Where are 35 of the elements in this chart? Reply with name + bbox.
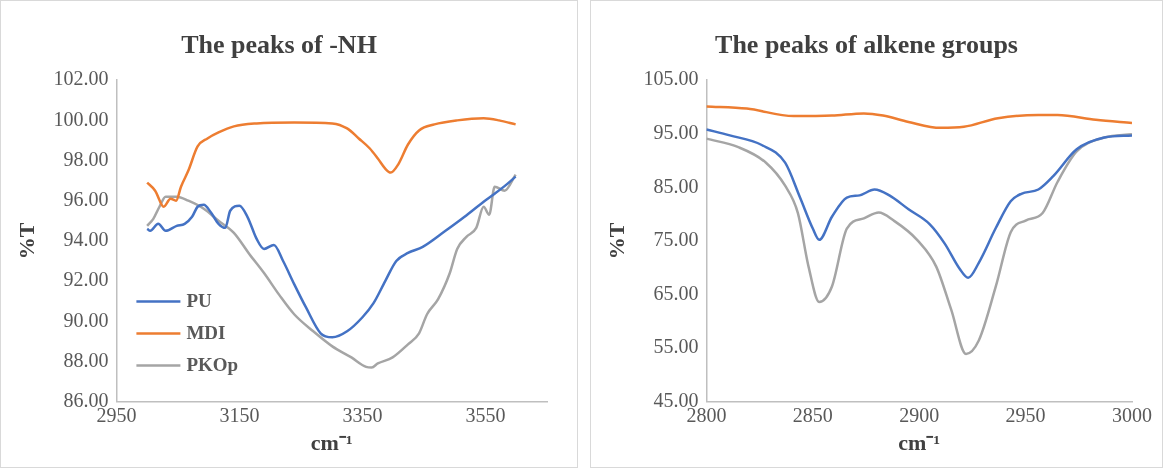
line-series [706, 133, 1132, 356]
x-tick-label: 2950 [1005, 403, 1046, 426]
line-series [145, 175, 517, 339]
line-series [706, 128, 1132, 280]
y-tick-label: 105.00 [643, 67, 699, 90]
legend-label: MDI [186, 321, 226, 343]
y-axis-title: %T [13, 222, 39, 260]
y-tick-label: 94.00 [63, 228, 109, 251]
y-tick-label: 55.00 [653, 335, 699, 358]
y-axis-title: %T [603, 222, 629, 260]
y-tick-label: 100.00 [53, 107, 109, 130]
y-tick-label: 102.00 [53, 67, 109, 90]
y-tick-label: 96.00 [63, 187, 109, 210]
line-series [706, 105, 1132, 130]
y-tick-label: 65.00 [653, 281, 699, 304]
x-tick-label: 3150 [219, 403, 260, 426]
x-axis-title: cm⁻¹ [310, 430, 353, 456]
x-tick-label: 2850 [792, 403, 833, 426]
x-axis-title: cm⁻¹ [898, 430, 941, 456]
x-tick-label: 3550 [465, 403, 506, 426]
line-series [145, 117, 517, 208]
y-tick-label: 75.00 [653, 228, 699, 251]
y-tick-label: 88.00 [63, 348, 109, 371]
legend-label: PU [186, 289, 213, 311]
chart-title: The peaks of alkene groups [715, 30, 1018, 60]
x-tick-label: 3350 [342, 403, 383, 426]
x-tick-label: 3000 [1112, 403, 1152, 426]
y-tick-label: 92.00 [63, 268, 109, 291]
x-tick-label: 2900 [899, 403, 940, 426]
y-tick-label: 90.00 [63, 308, 109, 331]
legend-label: PKOp [186, 353, 239, 375]
y-tick-label: 95.00 [653, 121, 699, 144]
chart-title: The peaks of -NH [181, 30, 377, 60]
y-tick-label: 85.00 [653, 174, 699, 197]
y-tick-label: 98.00 [63, 147, 109, 170]
